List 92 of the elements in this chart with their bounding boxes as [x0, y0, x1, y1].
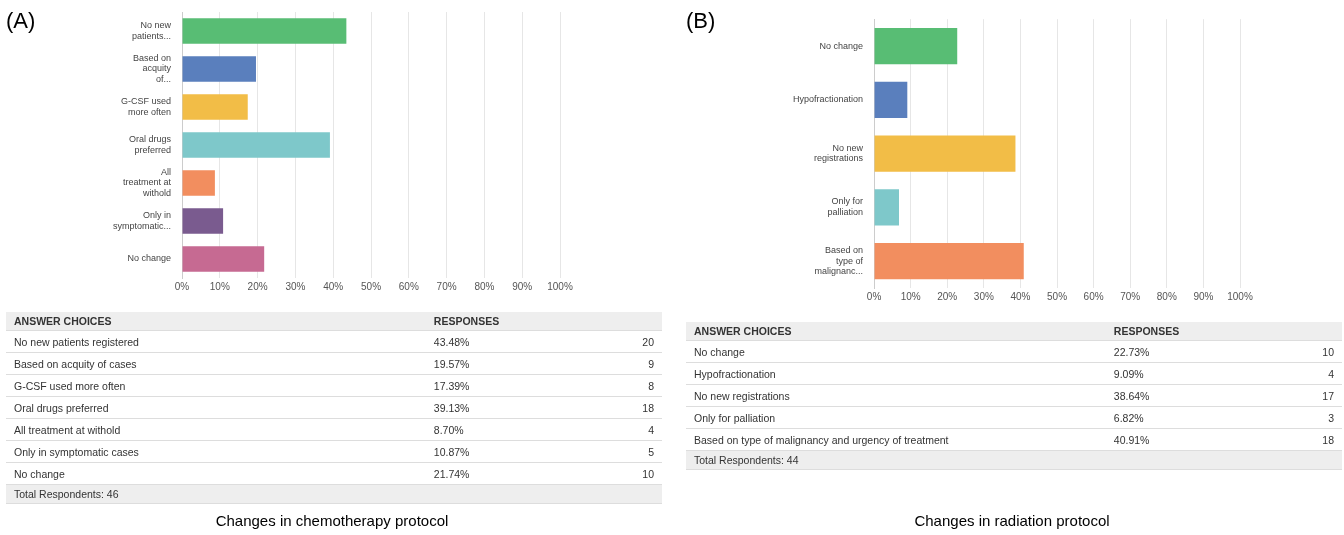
- text: Only for palliation: [686, 406, 1106, 429]
- text: 38.64%: [1105, 384, 1260, 407]
- text: 40.91%: [1105, 428, 1260, 451]
- bar: [182, 94, 248, 120]
- text: 22.73%: [1105, 340, 1260, 363]
- text: All treatment at withold: [6, 418, 426, 441]
- text: 21.74%: [425, 462, 580, 485]
- text: Changes in chemotherapy protocol: [214, 512, 450, 529]
- x-tick-label: 90%: [1193, 290, 1214, 302]
- y-tick-label: No new patients...: [131, 20, 172, 41]
- chart-title: (A): [6, 8, 36, 34]
- x-tick-label: 90%: [512, 280, 533, 292]
- y-tick-label: Oral drugs preferred: [128, 134, 172, 155]
- bar: [182, 208, 224, 234]
- x-tick-label: 50%: [361, 280, 382, 292]
- x-tick-label: 20%: [247, 280, 268, 292]
- text: 9: [579, 352, 662, 375]
- x-tick-label: 20%: [937, 290, 958, 302]
- bar: [182, 246, 265, 272]
- bar: [182, 56, 256, 82]
- x-tick-label: 60%: [1083, 290, 1104, 302]
- text: 8.70%: [425, 418, 580, 441]
- text: 5: [579, 440, 662, 463]
- text: Based on type of malignancy and urgency of treatment: [686, 428, 1106, 451]
- x-tick-label: 10%: [209, 280, 230, 292]
- x-tick-label: 30%: [973, 290, 994, 302]
- chart-title: (B): [686, 8, 716, 34]
- y-tick-label: Based on acquity of...: [132, 52, 172, 85]
- bar: [874, 81, 908, 118]
- text: 8: [579, 374, 662, 397]
- text: Changes in radiation protocol: [913, 512, 1111, 529]
- y-tick-label: No change: [819, 40, 864, 51]
- text: 18: [579, 396, 662, 419]
- y-tick-label: Only in symptomatic...: [113, 210, 172, 231]
- x-tick-label: 40%: [1010, 290, 1031, 302]
- bar: [874, 135, 1016, 172]
- x-tick-label: 80%: [474, 280, 495, 292]
- x-tick-label: 100%: [547, 280, 573, 292]
- bar: [874, 242, 1024, 280]
- text: Only in symptomatic cases: [6, 440, 426, 463]
- x-tick-label: 0%: [866, 290, 882, 302]
- text: No new patients registered: [6, 330, 426, 353]
- bar: [182, 132, 330, 158]
- text: 10.87%: [425, 440, 580, 463]
- text: 39.13%: [425, 396, 580, 419]
- text: Total Respondents: 46: [6, 484, 662, 504]
- text: 3: [1259, 406, 1342, 429]
- text: No change: [6, 462, 426, 485]
- bar: [182, 170, 215, 196]
- text: 4: [579, 418, 662, 441]
- text: 9.09%: [1105, 362, 1260, 385]
- bar: [874, 27, 958, 65]
- x-tick-label: 80%: [1156, 290, 1177, 302]
- x-tick-label: 70%: [1120, 290, 1141, 302]
- x-tick-label: 0%: [174, 280, 190, 292]
- x-tick-label: 70%: [436, 280, 457, 292]
- x-tick-label: 10%: [900, 290, 921, 302]
- text: 18: [1259, 428, 1342, 451]
- text: RESPONSES: [1105, 322, 1342, 341]
- text: G-CSF used more often: [6, 374, 426, 397]
- x-tick-label: 40%: [323, 280, 344, 292]
- text: Total Respondents: 44: [686, 450, 1342, 470]
- text: 10: [579, 462, 662, 485]
- text: No new registrations: [686, 384, 1106, 407]
- y-tick-label: Only for palliation: [827, 196, 864, 218]
- y-tick-label: No new registrations: [814, 142, 864, 164]
- y-tick-label: All treatment at withold: [122, 166, 172, 199]
- text: RESPONSES: [425, 312, 662, 331]
- y-tick-label: G-CSF used more often: [121, 96, 172, 117]
- text: ANSWER CHOICES: [686, 322, 1106, 341]
- text: No change: [686, 340, 1106, 363]
- x-tick-label: 50%: [1047, 290, 1068, 302]
- bar: [182, 18, 347, 44]
- y-tick-label: Hypofractionation: [792, 94, 864, 105]
- x-tick-label: 30%: [285, 280, 306, 292]
- text: 4: [1259, 362, 1342, 385]
- text: 6.82%: [1105, 406, 1260, 429]
- text: 17: [1259, 384, 1342, 407]
- bar: [874, 189, 899, 226]
- text: Based on acquity of cases: [6, 352, 426, 375]
- y-tick-label: No change: [127, 253, 172, 264]
- text: Oral drugs preferred: [6, 396, 426, 419]
- x-tick-label: 100%: [1227, 290, 1253, 302]
- text: 19.57%: [425, 352, 580, 375]
- text: 10: [1259, 340, 1342, 363]
- text: 43.48%: [425, 330, 580, 353]
- text: ANSWER CHOICES: [6, 312, 426, 331]
- x-tick-label: 60%: [398, 280, 419, 292]
- text: 17.39%: [425, 374, 580, 397]
- y-tick-label: Based on type of malignanc...: [814, 244, 864, 277]
- text: Hypofractionation: [686, 362, 1106, 385]
- text: 20: [579, 330, 662, 353]
